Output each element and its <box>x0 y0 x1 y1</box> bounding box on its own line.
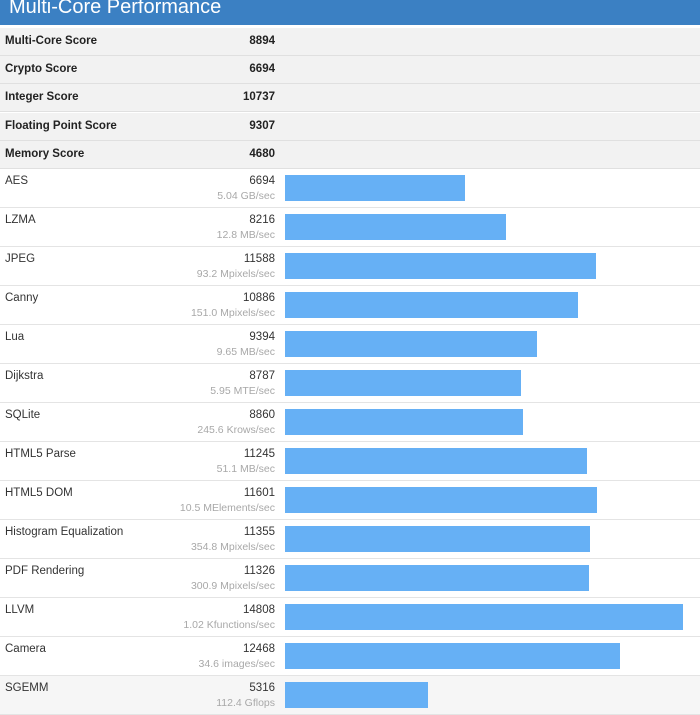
benchmark-label: PDF Rendering <box>5 565 85 577</box>
benchmark-label: LZMA <box>5 214 36 226</box>
benchmark-rate: 9.65 MB/sec <box>216 346 275 358</box>
benchmark-rate: 354.8 Mpixels/sec <box>190 541 275 553</box>
benchmark-bar <box>285 565 590 591</box>
summary-value: 4680 <box>249 147 275 160</box>
benchmark-score: 14808 <box>243 604 275 616</box>
benchmark-bar <box>285 370 522 396</box>
benchmark-row: Histogram Equalization 11355 354.8 Mpixels… <box>0 520 700 559</box>
benchmark-score: 11588 <box>243 253 275 265</box>
benchmark-score: 11245 <box>243 448 275 460</box>
benchmark-score: 8216 <box>249 214 275 226</box>
benchmark-label: JPEG <box>5 253 36 265</box>
summary-row: Memory Score 4680 <box>0 140 700 169</box>
summary-row: Integer Score 10737 <box>0 84 700 113</box>
benchmark-row: Dijkstra 8787 5.95 MTE/sec <box>0 364 700 403</box>
benchmark-rate: 10.5 MElements/sec <box>179 502 275 514</box>
benchmark-label: Canny <box>5 292 39 304</box>
benchmark-bar <box>285 331 538 357</box>
benchmark-row: Lua 9394 9.65 MB/sec <box>0 325 700 364</box>
benchmark-label: LLVM <box>5 604 35 616</box>
benchmark-bar <box>285 526 591 552</box>
benchmark-label: Dijkstra <box>5 370 44 382</box>
summary-label: Crypto Score <box>5 63 78 76</box>
benchmark-rate: 93.2 Mpixels/sec <box>196 268 275 280</box>
benchmark-score: 8860 <box>249 409 275 421</box>
benchmark-row: HTML5 Parse 11245 51.1 MB/sec <box>0 442 700 481</box>
benchmark-row: PDF Rendering 11326 300.9 Mpixels/sec <box>0 559 700 598</box>
benchmark-bar <box>285 292 578 318</box>
summary-value: 6694 <box>249 63 275 76</box>
summary-value: 10737 <box>243 91 275 104</box>
summary-value: 9307 <box>249 119 275 132</box>
benchmark-label: SQLite <box>5 409 41 421</box>
section-title: Multi-Core Performance <box>9 0 222 18</box>
benchmark-row: JPEG 11588 93.2 Mpixels/sec <box>0 247 700 286</box>
benchmark-label: HTML5 DOM <box>5 487 73 499</box>
benchmark-rate: 12.8 MB/sec <box>216 229 275 241</box>
benchmark-row: SGEMM 5316 112.4 Gflops <box>0 676 700 715</box>
benchmark-rate: 151.0 Mpixels/sec <box>190 307 275 319</box>
summary-row: Floating Point Score 9307 <box>0 112 700 141</box>
summary-label: Multi-Core Score <box>5 35 98 47</box>
benchmark-bar <box>285 487 597 513</box>
benchmark-row: AES 6694 5.04 GB/sec <box>0 169 700 208</box>
benchmark-rate: 245.6 Krows/sec <box>197 424 275 436</box>
benchmark-bar <box>285 253 597 279</box>
summary-label: Integer Score <box>5 91 79 104</box>
benchmark-rate: 5.95 MTE/sec <box>210 385 275 397</box>
benchmark-score: 10886 <box>243 292 275 304</box>
benchmark-score: 12468 <box>243 643 275 655</box>
benchmark-row: Camera 12468 34.6 images/sec <box>0 637 700 676</box>
benchmark-bar <box>285 214 506 240</box>
summary-label: Memory Score <box>5 147 85 160</box>
benchmark-label: SGEMM <box>5 682 49 694</box>
benchmark-row: LZMA 8216 12.8 MB/sec <box>0 208 700 247</box>
summary-row: Crypto Score 6694 <box>0 56 700 85</box>
benchmark-rate: 300.9 Mpixels/sec <box>190 580 275 592</box>
benchmark-row: SQLite 8860 245.6 Krows/sec <box>0 403 700 442</box>
summary-row: Multi-Core Score 8894 <box>0 28 700 56</box>
benchmark-bar <box>285 604 683 630</box>
benchmark-rate: 51.1 MB/sec <box>216 463 275 475</box>
benchmark-score: 11601 <box>243 487 275 499</box>
benchmark-label: Lua <box>5 331 25 343</box>
benchmark-score: 11355 <box>243 526 275 538</box>
benchmark-bar <box>285 448 588 474</box>
benchmark-score: 8787 <box>249 370 275 382</box>
benchmark-label: Camera <box>5 643 46 655</box>
benchmark-label: HTML5 Parse <box>5 448 76 460</box>
benchmark-row: Canny 10886 151.0 Mpixels/sec <box>0 286 700 325</box>
benchmark-label: AES <box>5 175 29 187</box>
benchmark-score: 11326 <box>243 565 275 577</box>
benchmark-label: Histogram Equalization <box>5 526 124 538</box>
benchmark-row: LLVM 14808 1.02 Kfunctions/sec <box>0 598 700 637</box>
benchmark-score: 9394 <box>249 331 275 343</box>
section-header: Multi-Core Performance <box>0 0 700 25</box>
benchmark-bar <box>285 682 428 708</box>
benchmark-rate: 5.04 GB/sec <box>217 190 275 202</box>
benchmark-score: 5316 <box>249 682 275 694</box>
benchmark-row: HTML5 DOM 11601 10.5 MElements/sec <box>0 481 700 520</box>
benchmark-bar <box>285 175 465 201</box>
benchmark-bar <box>285 643 621 669</box>
benchmark-score: 6694 <box>249 175 275 187</box>
benchmark-rate: 112.4 Gflops <box>216 697 275 709</box>
benchmark-bar <box>285 409 524 435</box>
summary-label: Floating Point Score <box>5 119 117 132</box>
benchmark-rate: 1.02 Kfunctions/sec <box>183 619 275 631</box>
benchmark-rate: 34.6 images/sec <box>198 658 275 670</box>
summary-value: 8894 <box>249 35 275 47</box>
